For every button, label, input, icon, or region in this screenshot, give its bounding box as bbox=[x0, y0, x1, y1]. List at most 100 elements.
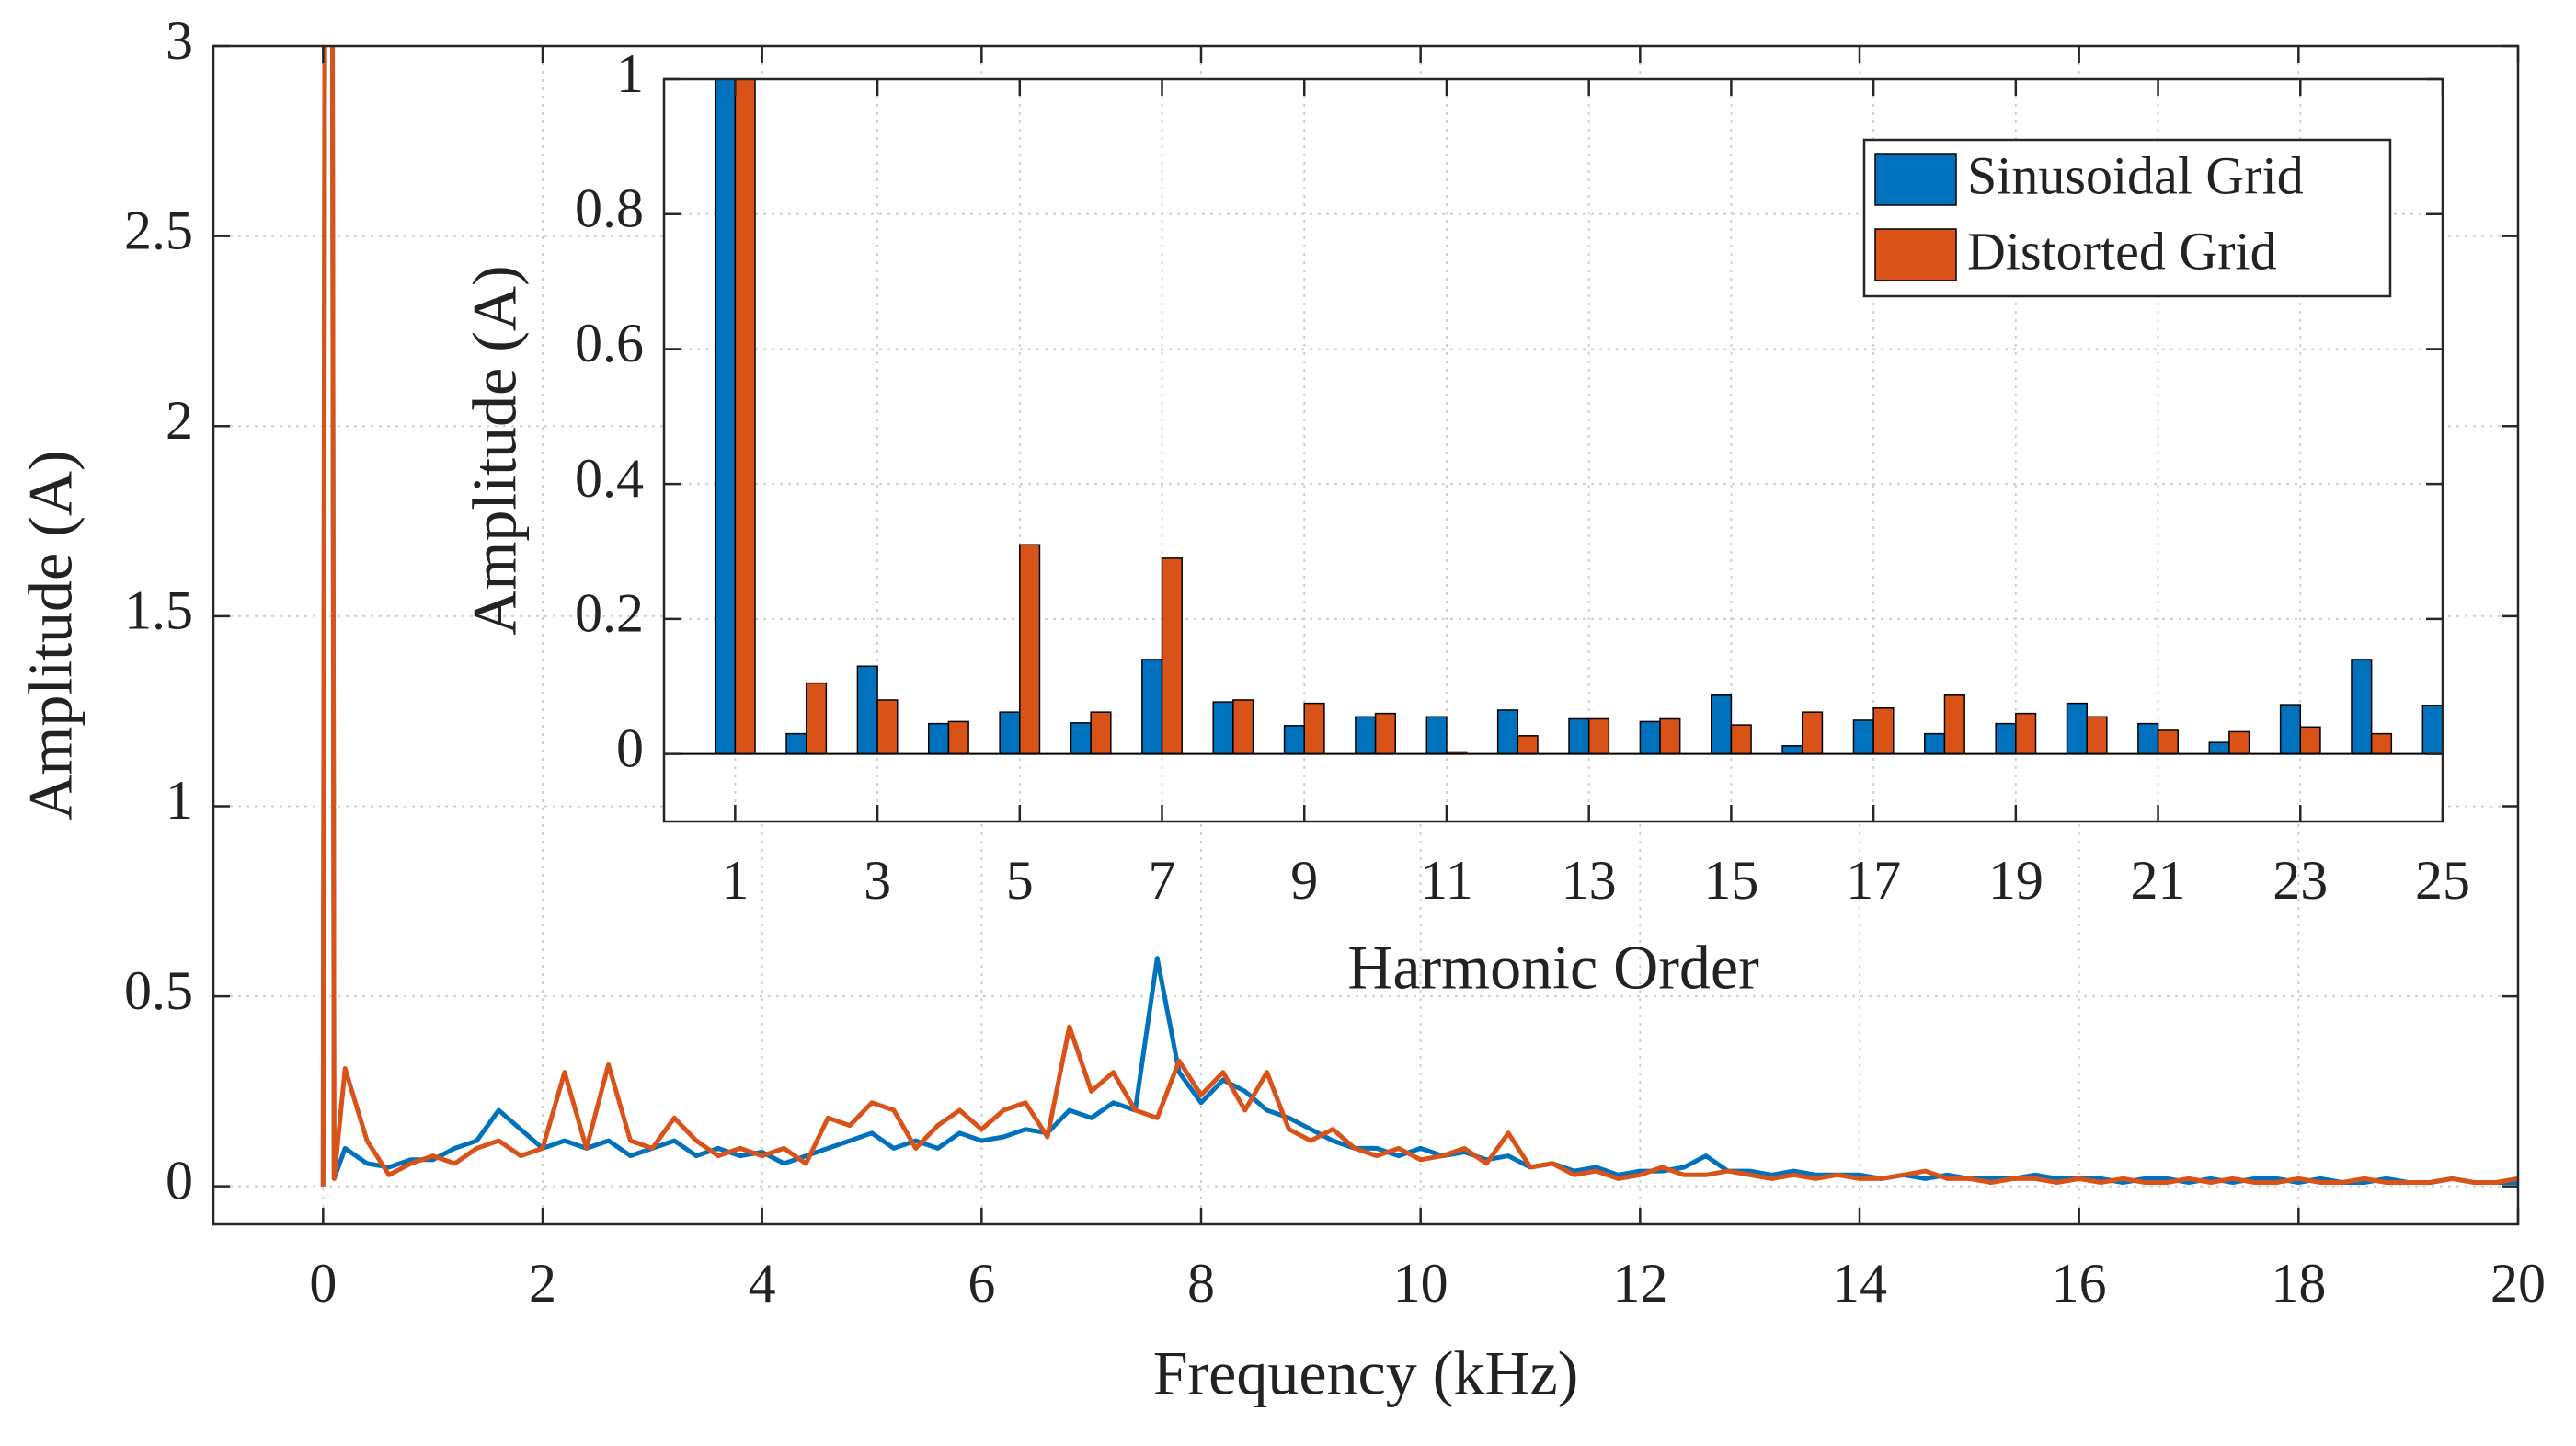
bar bbox=[714, 79, 737, 755]
x-tick-label: 13 bbox=[1562, 850, 1617, 911]
bar bbox=[876, 699, 899, 755]
bar bbox=[1517, 735, 1539, 755]
x-tick-label: 21 bbox=[2131, 850, 2186, 911]
y-tick-label: 0.2 bbox=[575, 583, 644, 644]
bar bbox=[2370, 732, 2393, 755]
bar bbox=[2015, 712, 2037, 755]
bar bbox=[1587, 717, 1610, 755]
bar bbox=[1659, 717, 1681, 755]
bar bbox=[1161, 557, 1183, 755]
y-axis-label: Amplitude (A) bbox=[16, 450, 86, 820]
y-tick-label: 0 bbox=[616, 717, 644, 778]
plot-area bbox=[664, 79, 2443, 755]
bar bbox=[1852, 719, 1874, 755]
y-tick-label: 3 bbox=[166, 10, 193, 71]
spectrum-line bbox=[320, 46, 2518, 1187]
x-tick-label: 25 bbox=[2415, 850, 2470, 911]
legend-label: Distorted Grid bbox=[1967, 221, 2277, 281]
bar bbox=[1283, 725, 1305, 755]
y-tick-label: 2.5 bbox=[124, 200, 193, 260]
x-axis-label: Harmonic Order bbox=[1347, 933, 1759, 1003]
bar bbox=[1496, 709, 1519, 755]
bar bbox=[2157, 729, 2179, 755]
bar bbox=[1568, 717, 1590, 755]
bar bbox=[856, 665, 878, 755]
x-tick-label: 14 bbox=[1832, 1253, 1887, 1314]
x-tick-label: 3 bbox=[864, 850, 891, 911]
y-tick-label: 0.5 bbox=[124, 960, 193, 1021]
bar bbox=[785, 732, 807, 755]
y-tick-label: 2 bbox=[166, 390, 193, 451]
x-tick-label: 15 bbox=[1703, 850, 1758, 911]
x-tick-label: 23 bbox=[2273, 850, 2328, 911]
x-tick-label: 2 bbox=[529, 1253, 556, 1314]
bar bbox=[2228, 730, 2250, 755]
bar bbox=[2066, 702, 2088, 755]
bar bbox=[1212, 701, 1234, 755]
bar bbox=[1943, 694, 1965, 755]
x-tick-label: 4 bbox=[749, 1253, 776, 1314]
x-axis-label: Frequency (kHz) bbox=[1153, 1338, 1579, 1408]
x-tick-label: 12 bbox=[1612, 1253, 1667, 1314]
x-tick-label: 7 bbox=[1149, 850, 1176, 911]
x-tick-label: 16 bbox=[2052, 1253, 2107, 1314]
x-tick-label: 18 bbox=[2271, 1253, 2326, 1314]
bar bbox=[1802, 711, 1824, 755]
bar bbox=[1710, 694, 1733, 755]
x-tick-label: 11 bbox=[1420, 850, 1473, 911]
y-tick-label: 0 bbox=[166, 1150, 193, 1211]
bar bbox=[1639, 720, 1661, 755]
bar bbox=[2279, 704, 2302, 755]
bar bbox=[2208, 741, 2230, 755]
bar bbox=[1070, 722, 1092, 755]
y-tick-label: 0.6 bbox=[575, 313, 644, 373]
legend-swatch bbox=[1874, 153, 1957, 206]
bar bbox=[1090, 711, 1112, 755]
x-tick-label: 17 bbox=[1846, 850, 1901, 911]
x-tick-label: 9 bbox=[1290, 850, 1318, 911]
bar bbox=[1425, 716, 1448, 755]
bar bbox=[1730, 724, 1752, 755]
y-axis-label: Amplitude (A) bbox=[460, 265, 530, 635]
x-tick-label: 6 bbox=[967, 1253, 995, 1314]
x-tick-label: 8 bbox=[1187, 1253, 1215, 1314]
bar bbox=[1374, 712, 1397, 755]
bar bbox=[1303, 702, 1325, 755]
axes-box bbox=[662, 77, 2444, 823]
y-tick-label: 0.8 bbox=[575, 178, 644, 238]
bar bbox=[1355, 716, 1377, 755]
bar bbox=[1872, 706, 1895, 755]
axes-box bbox=[212, 44, 2520, 1226]
x-tick-label: 5 bbox=[1006, 850, 1034, 911]
bar bbox=[2086, 716, 2108, 755]
plot-area bbox=[320, 46, 2518, 1187]
bar bbox=[1232, 699, 1254, 755]
bar bbox=[999, 711, 1021, 755]
bar bbox=[1019, 544, 1041, 755]
x-tick-label: 0 bbox=[309, 1253, 337, 1314]
bar bbox=[1995, 722, 2017, 755]
bar bbox=[947, 720, 969, 755]
bar bbox=[2299, 726, 2321, 755]
y-tick-label: 1.5 bbox=[124, 580, 193, 641]
y-tick-label: 1 bbox=[166, 770, 193, 831]
bar bbox=[2137, 722, 2159, 755]
legend-swatch bbox=[1874, 228, 1957, 281]
y-tick-label: 1 bbox=[616, 43, 644, 104]
y-tick-label: 0.4 bbox=[575, 448, 644, 509]
legend-label: Sinusoidal Grid bbox=[1967, 145, 2304, 205]
x-tick-label: 1 bbox=[721, 850, 749, 911]
x-tick-label: 20 bbox=[2490, 1253, 2546, 1314]
x-tick-label: 19 bbox=[1988, 850, 2044, 911]
bar bbox=[1141, 659, 1163, 755]
bar bbox=[734, 79, 756, 755]
bar bbox=[2351, 659, 2373, 755]
x-tick-label: 10 bbox=[1393, 1253, 1448, 1314]
bar bbox=[1781, 745, 1803, 755]
bar bbox=[2421, 705, 2443, 755]
bar bbox=[1924, 732, 1946, 755]
bar bbox=[928, 722, 950, 755]
bar bbox=[805, 682, 828, 755]
